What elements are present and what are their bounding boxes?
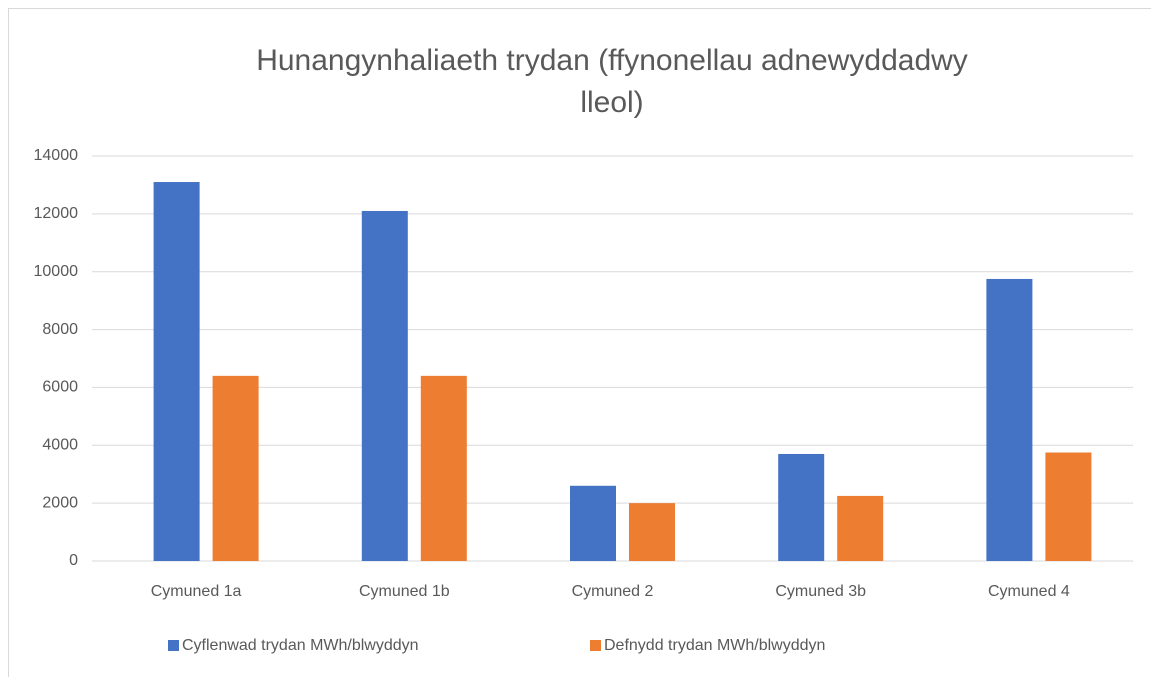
- x-tick-label: Cymuned 1b: [359, 583, 450, 600]
- chart-title: lleol): [580, 86, 643, 119]
- bar: [154, 182, 200, 561]
- legend-swatch: [590, 640, 601, 651]
- bar: [837, 496, 883, 561]
- legend-label: Defnydd trydan MWh/blwyddyn: [604, 637, 825, 654]
- bar: [629, 503, 675, 561]
- legend-label: Cyflenwad trydan MWh/blwyddyn: [182, 637, 419, 654]
- bar: [986, 279, 1032, 561]
- y-tick-label: 6000: [42, 379, 78, 396]
- x-tick-label: Cymuned 2: [572, 583, 654, 600]
- y-tick-label: 14000: [34, 147, 79, 164]
- chart-title: Hunangynhaliaeth trydan (ffynonellau adn…: [256, 44, 968, 77]
- bar: [421, 376, 467, 561]
- y-tick-label: 8000: [42, 321, 78, 338]
- bar: [362, 211, 408, 561]
- bar: [1045, 453, 1091, 561]
- bar: [213, 376, 259, 561]
- y-tick-label: 2000: [42, 494, 78, 511]
- legend-swatch: [168, 640, 179, 651]
- y-tick-label: 0: [69, 552, 78, 569]
- y-tick-label: 4000: [42, 437, 78, 454]
- y-tick-label: 12000: [34, 205, 79, 222]
- bar: [570, 486, 616, 561]
- x-tick-label: Cymuned 4: [988, 583, 1070, 600]
- y-tick-label: 10000: [34, 263, 79, 280]
- x-tick-label: Cymuned 1a: [151, 583, 242, 600]
- x-tick-label: Cymuned 3b: [775, 583, 866, 600]
- bar: [778, 454, 824, 561]
